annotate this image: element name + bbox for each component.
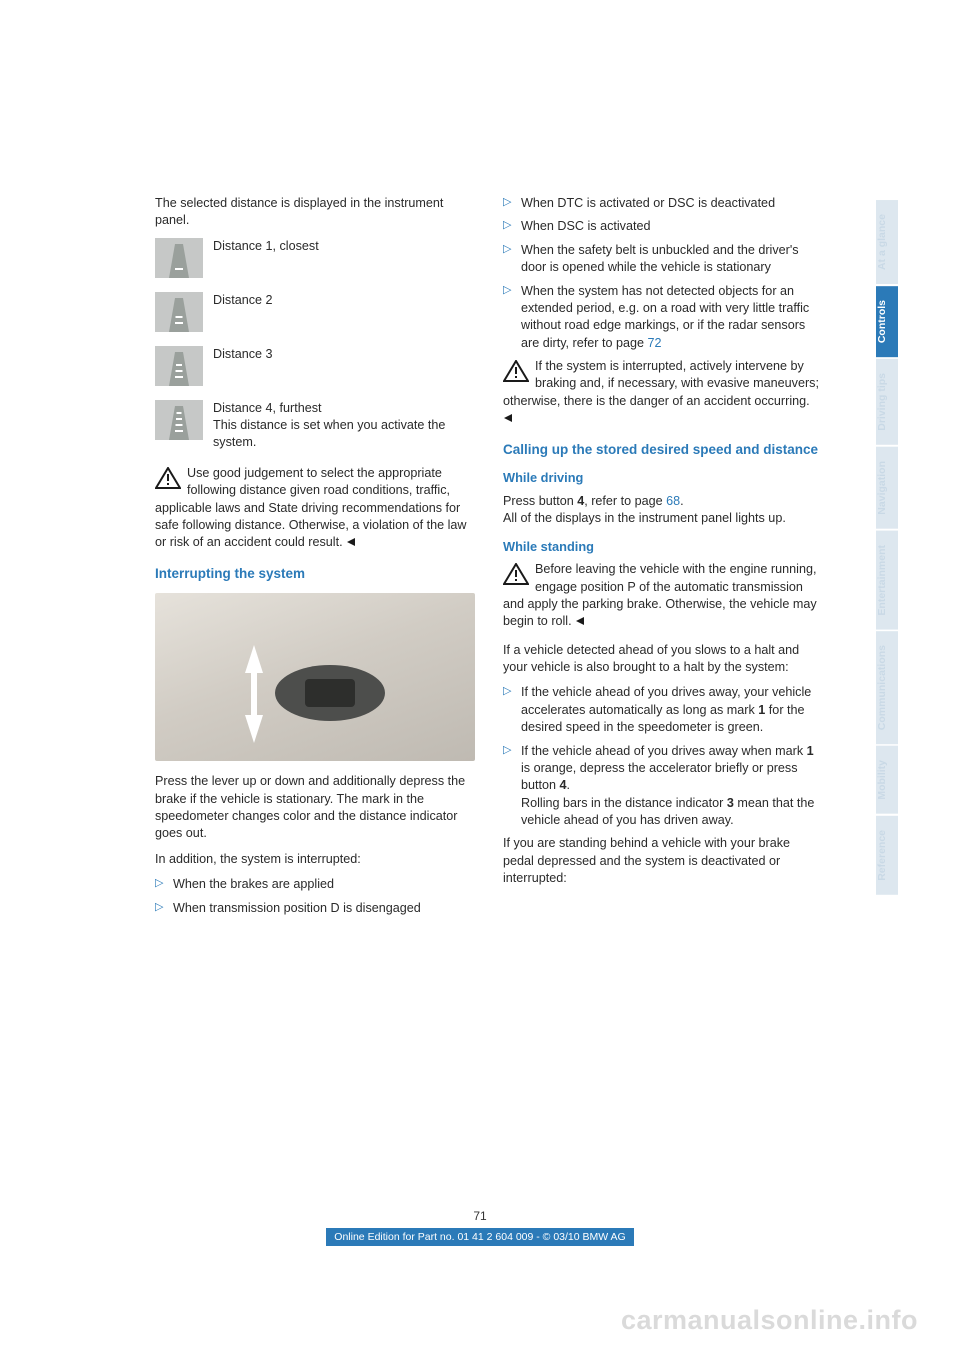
standing-intro: If a vehicle detected ahead of you slows… [503, 642, 823, 677]
distance-2-label: Distance 2 [213, 292, 273, 332]
standing-outro: If you are standing behind a vehicle wit… [503, 835, 823, 887]
interrupt-item-1: When the brakes are applied [155, 876, 475, 893]
page-content: The selected distance is displayed in th… [155, 195, 825, 923]
warning-3-text: Before leaving the vehicle with the engi… [503, 562, 817, 628]
warning-end-icon [503, 411, 513, 428]
interrupt-item-5: When the safety belt is unbuckled and th… [503, 242, 823, 277]
distance-4-label: Distance 4, furthest This distance is se… [213, 400, 475, 451]
s2g: 3 [727, 796, 734, 810]
tab-at-a-glance[interactable]: At a glance [876, 200, 898, 284]
tab-controls[interactable]: Controls [876, 286, 898, 357]
standing-item-1: If the vehicle ahead of you drives away,… [503, 684, 823, 736]
s2d: 4 [560, 778, 567, 792]
interrupt-item-4: When DSC is activated [503, 218, 823, 235]
standing-list: If the vehicle ahead of you drives away,… [503, 684, 823, 829]
watermark: carmanualsonline.info [621, 1305, 918, 1336]
interrupt-item-3: When DTC is activated or DSC is deactiva… [503, 195, 823, 212]
while-driving-text: Press button 4, refer to page 68. All of… [503, 493, 823, 528]
page-footer: 71 Online Edition for Part no. 01 41 2 6… [0, 1209, 960, 1246]
warning-3: Before leaving the vehicle with the engi… [503, 561, 823, 632]
interrupt-list-cont: When DTC is activated or DSC is deactiva… [503, 195, 823, 352]
distance-1-icon [155, 238, 203, 278]
tab-driving-tips[interactable]: Driving tips [876, 359, 898, 445]
heading-interrupting: Interrupting the system [155, 565, 475, 584]
warning-icon [503, 563, 529, 585]
wd-2: All of the displays in the instrument pa… [503, 511, 786, 525]
s2e: . [567, 778, 571, 792]
distance-4-note: This distance is set when you activate t… [213, 418, 445, 449]
distance-3-icon [155, 346, 203, 386]
column-right: When DTC is activated or DSC is deactiva… [503, 195, 823, 923]
tab-communications[interactable]: Communications [876, 631, 898, 744]
wd-b: , refer to page [584, 494, 666, 508]
wd-c: . [680, 494, 684, 508]
distance-4-row: Distance 4, furthest This distance is se… [155, 400, 475, 451]
warning-2: If the system is interrupted, actively i… [503, 358, 823, 429]
edition-bar: Online Edition for Part no. 01 41 2 604 … [326, 1228, 633, 1246]
distance-4-icon [155, 400, 203, 440]
warning-icon [503, 360, 529, 382]
warning-1-text: Use good judgement to select the appropr… [155, 466, 467, 550]
section-tabs: At a glance Controls Driving tips Naviga… [876, 200, 898, 897]
interrupt-item-6-text: When the system has not detected objects… [521, 284, 809, 350]
heading-calling-up: Calling up the stored desired speed and … [503, 441, 823, 460]
distance-1-label: Distance 1, closest [213, 238, 319, 278]
lever-photo [155, 593, 475, 761]
column-left: The selected distance is displayed in th… [155, 195, 475, 923]
press-lever-text: Press the lever up or down and additiona… [155, 773, 475, 843]
s2f: Rolling bars in the distance indicator [521, 796, 727, 810]
in-addition-text: In addition, the system is interrupted: [155, 851, 475, 868]
distance-2-row: Distance 2 [155, 292, 475, 332]
s2b: 1 [807, 744, 814, 758]
interrupt-item-6: When the system has not detected objects… [503, 283, 823, 353]
warning-end-icon [575, 614, 585, 631]
interrupt-item-2: When transmission position D is disengag… [155, 900, 475, 917]
page-number: 71 [0, 1209, 960, 1223]
page-link-72[interactable]: 72 [647, 336, 661, 350]
warning-icon [155, 467, 181, 489]
tab-mobility[interactable]: Mobility [876, 746, 898, 814]
tab-reference[interactable]: Reference [876, 816, 898, 895]
distance-2-icon [155, 292, 203, 332]
interrupt-list: When the brakes are applied When transmi… [155, 876, 475, 917]
distance-4-title: Distance 4, furthest [213, 401, 322, 415]
s2a: If the vehicle ahead of you drives away … [521, 744, 807, 758]
distance-3-label: Distance 3 [213, 346, 273, 386]
warning-1: Use good judgement to select the appropr… [155, 465, 475, 553]
page-link-68[interactable]: 68 [666, 494, 680, 508]
warning-end-icon [346, 535, 356, 552]
distance-3-row: Distance 3 [155, 346, 475, 386]
heading-while-driving: While driving [503, 469, 823, 487]
distance-1-row: Distance 1, closest [155, 238, 475, 278]
intro-text: The selected distance is displayed in th… [155, 195, 475, 230]
tab-navigation[interactable]: Navigation [876, 447, 898, 529]
wd-a: Press button [503, 494, 577, 508]
standing-item-2: If the vehicle ahead of you drives away … [503, 743, 823, 830]
heading-while-standing: While standing [503, 538, 823, 556]
warning-2-text: If the system is interrupted, actively i… [503, 359, 819, 408]
tab-entertainment[interactable]: Entertainment [876, 531, 898, 630]
